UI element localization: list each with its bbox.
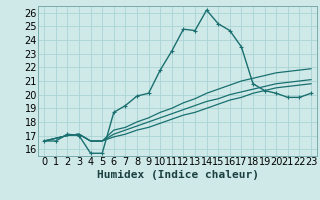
X-axis label: Humidex (Indice chaleur): Humidex (Indice chaleur) bbox=[97, 170, 259, 180]
